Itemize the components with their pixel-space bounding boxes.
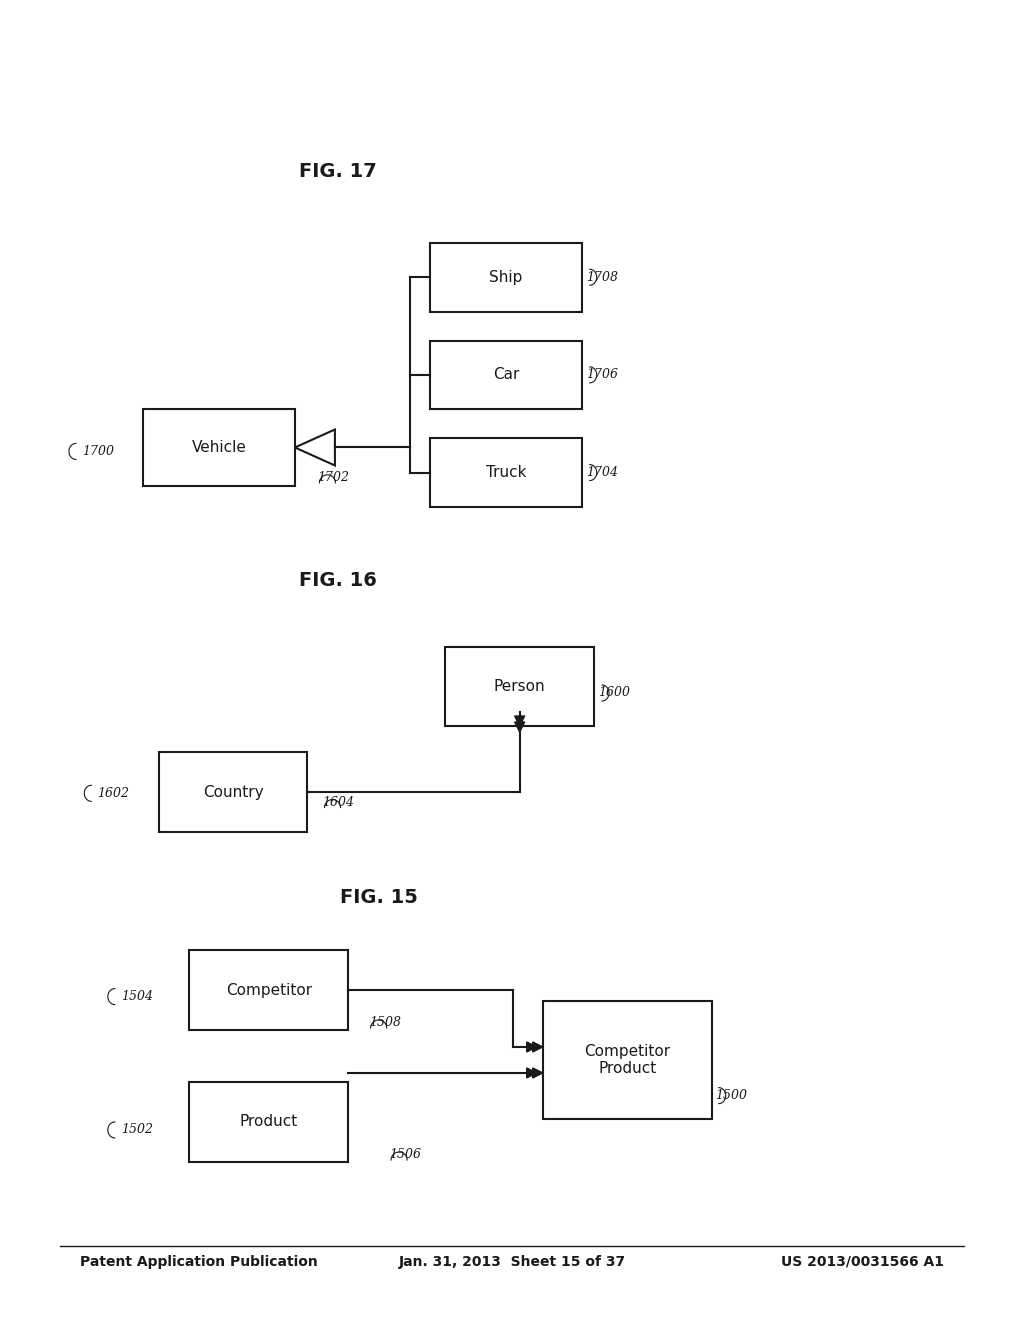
- Text: Competitor: Competitor: [225, 982, 312, 998]
- Text: FIG. 17: FIG. 17: [299, 162, 377, 181]
- Bar: [430, 243, 582, 312]
- Text: 1502: 1502: [121, 1123, 153, 1137]
- Text: 1708: 1708: [586, 271, 617, 284]
- Text: FIG. 16: FIG. 16: [299, 572, 377, 590]
- Text: Car: Car: [493, 367, 519, 383]
- Text: Patent Application Publication: Patent Application Publication: [80, 1255, 317, 1269]
- Text: 1506: 1506: [389, 1148, 421, 1162]
- Text: 1702: 1702: [317, 471, 349, 484]
- Text: Vehicle: Vehicle: [191, 440, 247, 455]
- Text: 1600: 1600: [598, 686, 630, 700]
- Bar: [445, 647, 594, 726]
- Text: 1700: 1700: [82, 445, 114, 458]
- Text: 1604: 1604: [323, 796, 354, 809]
- Text: 1508: 1508: [369, 1016, 400, 1030]
- Bar: [189, 1082, 348, 1162]
- Text: US 2013/0031566 A1: US 2013/0031566 A1: [781, 1255, 944, 1269]
- Polygon shape: [515, 715, 524, 726]
- Polygon shape: [526, 1068, 537, 1078]
- Text: Truck: Truck: [485, 465, 526, 480]
- Text: 1602: 1602: [97, 787, 129, 800]
- Polygon shape: [526, 1041, 537, 1052]
- Text: Product: Product: [240, 1114, 298, 1130]
- Bar: [189, 950, 348, 1030]
- Text: 1704: 1704: [586, 466, 617, 479]
- Text: 1504: 1504: [121, 990, 153, 1003]
- Text: 1500: 1500: [715, 1089, 746, 1102]
- Text: Person: Person: [494, 678, 546, 694]
- Bar: [430, 438, 582, 507]
- Bar: [143, 409, 295, 486]
- Text: 1706: 1706: [586, 368, 617, 381]
- Bar: [543, 1001, 712, 1119]
- Bar: [159, 752, 307, 832]
- Text: Competitor
Product: Competitor Product: [584, 1044, 671, 1076]
- Bar: [430, 341, 582, 409]
- Polygon shape: [515, 722, 524, 733]
- Polygon shape: [532, 1041, 543, 1052]
- Text: Country: Country: [203, 784, 263, 800]
- Text: Jan. 31, 2013  Sheet 15 of 37: Jan. 31, 2013 Sheet 15 of 37: [398, 1255, 626, 1269]
- Polygon shape: [532, 1068, 543, 1078]
- Text: FIG. 15: FIG. 15: [340, 888, 418, 907]
- Text: Ship: Ship: [489, 269, 522, 285]
